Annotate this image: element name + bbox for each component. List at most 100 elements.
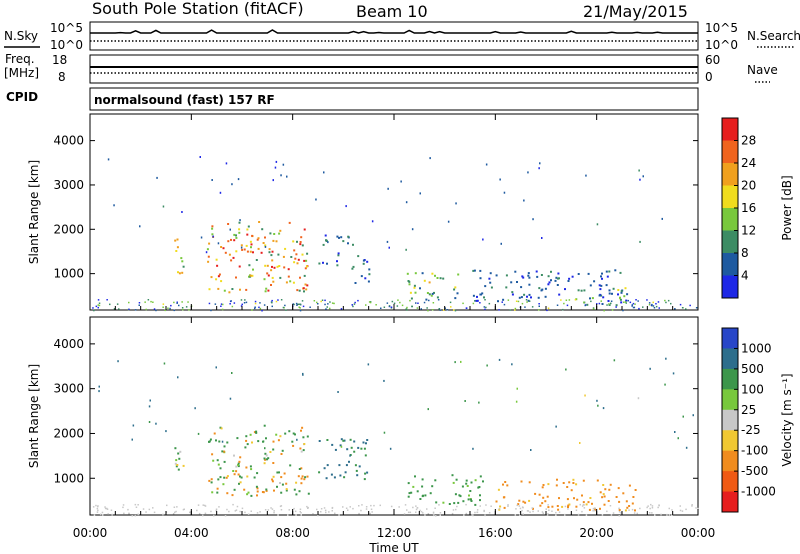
ground-speckle	[514, 307, 517, 310]
ground-speckle	[128, 308, 130, 311]
data-cell	[272, 462, 275, 464]
data-cell	[232, 470, 235, 472]
data-cell	[176, 238, 179, 241]
data-cell	[479, 475, 482, 478]
ground-speckle	[577, 513, 580, 516]
ground-speckle	[515, 508, 517, 510]
data-cell	[263, 462, 266, 465]
data-cell	[495, 500, 498, 503]
data-cell	[279, 276, 282, 279]
data-cell	[282, 255, 285, 258]
data-cell	[249, 433, 252, 436]
ground-speckle	[353, 303, 356, 305]
ground-speckle	[173, 301, 175, 304]
sparse-echo	[264, 447, 266, 450]
ground-speckle	[490, 505, 492, 507]
data-cell	[223, 450, 226, 453]
ground-speckle	[131, 515, 133, 517]
ground-speckle	[648, 302, 651, 304]
sparse-echo	[177, 376, 179, 379]
data-cell	[591, 502, 593, 505]
colorbar-segment	[722, 491, 738, 513]
data-cell	[220, 246, 223, 248]
sparse-echo	[499, 178, 501, 181]
ground-speckle	[685, 308, 687, 310]
cpid-panel: CPID normalsound (fast) 157 RF	[6, 87, 699, 111]
data-cell	[626, 293, 629, 296]
colorbar-segment	[722, 368, 738, 390]
data-cell	[278, 471, 280, 474]
data-cell	[180, 257, 183, 260]
ground-speckle	[153, 511, 156, 514]
sparse-echo	[229, 397, 232, 400]
data-cell	[238, 265, 241, 268]
data-cell	[514, 270, 517, 273]
data-cell	[564, 288, 566, 291]
data-cell	[239, 481, 242, 484]
data-cell	[256, 472, 259, 475]
data-cell	[472, 294, 475, 297]
data-cell	[302, 449, 305, 452]
ground-speckle	[299, 303, 302, 305]
data-cell	[527, 274, 530, 277]
ground-speckle	[631, 304, 633, 306]
sparse-echo	[194, 407, 196, 410]
data-cell	[407, 495, 410, 498]
ground-speckle	[695, 307, 698, 309]
ground-speckle	[608, 303, 610, 305]
data-cell	[273, 233, 276, 235]
sparse-echo	[585, 174, 587, 177]
ground-speckle	[399, 301, 401, 304]
ground-speckle	[406, 309, 408, 311]
sparse-echo	[199, 156, 201, 158]
sparse-echo	[429, 157, 431, 160]
ground-speckle	[574, 299, 577, 301]
y-tick-label: 1000	[53, 267, 84, 281]
data-cell	[557, 508, 560, 511]
ground-speckle	[271, 299, 273, 302]
data-cell	[297, 258, 300, 261]
ground-speckle	[581, 505, 584, 507]
data-cell	[249, 250, 252, 253]
ground-speckle	[98, 304, 101, 307]
ground-speckle	[215, 509, 217, 512]
data-cell	[272, 440, 275, 443]
colorbar-label: Velocity [m s⁻¹]	[780, 373, 794, 466]
data-cell	[223, 289, 226, 292]
data-cell	[557, 277, 559, 280]
sparse-echo	[515, 400, 518, 403]
ground-speckle	[542, 512, 544, 514]
ground-speckle	[406, 509, 408, 511]
data-cell	[244, 446, 247, 449]
data-cell	[407, 482, 410, 485]
sparse-echo	[613, 359, 616, 362]
data-cell	[524, 501, 527, 504]
ground-speckle	[244, 299, 246, 301]
data-cell	[608, 289, 611, 292]
ground-speckle	[416, 307, 419, 309]
ground-speckle	[397, 299, 399, 301]
ground-speckle	[649, 507, 651, 510]
data-cell	[304, 476, 307, 479]
ground-speckle	[471, 513, 473, 516]
data-cell	[336, 264, 339, 267]
ground-speckle	[581, 510, 583, 513]
ground-speckle	[298, 303, 300, 305]
x-tick-label: 16:00	[478, 526, 513, 540]
ground-speckle	[631, 305, 633, 307]
y-tick-label: 4000	[53, 134, 84, 148]
data-cell	[568, 503, 571, 506]
ground-speckle	[331, 510, 333, 512]
colorbar-tick-label: -500	[741, 464, 768, 478]
ground-speckle	[633, 306, 636, 309]
sparse-echo	[262, 440, 265, 443]
ground-speckle	[653, 307, 656, 309]
nsky-panel: N.Sky 10^5 10^0 10^5 10^0 N.Search	[4, 21, 800, 52]
data-cell	[622, 492, 625, 495]
data-cell	[572, 482, 575, 484]
ground-speckle	[563, 302, 565, 305]
ground-speckle	[334, 512, 336, 515]
ground-speckle	[204, 512, 207, 515]
data-cell	[272, 280, 275, 283]
ground-speckle	[181, 307, 184, 309]
